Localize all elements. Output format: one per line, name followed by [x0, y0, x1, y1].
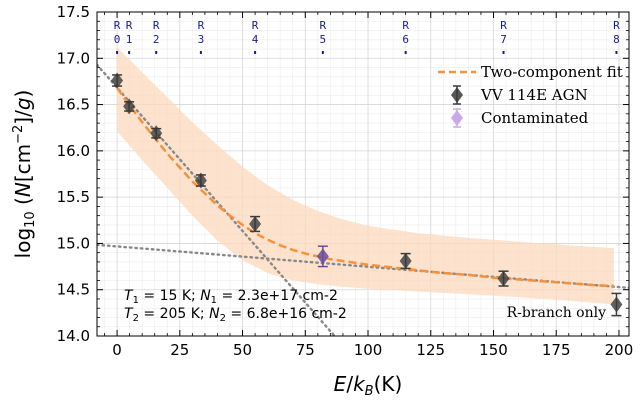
x-tick-label: 100	[354, 341, 383, 359]
legend: Two-component fit VV 114E AGN Contaminat…	[438, 63, 623, 128]
y-tick-label: 17.5	[57, 3, 90, 21]
r-label-index: 0	[114, 33, 121, 46]
plot-frame	[96, 11, 630, 337]
r-label: R4	[252, 19, 259, 54]
point-marker	[610, 296, 623, 313]
point-marker	[497, 270, 510, 287]
r-label-index: 2	[153, 33, 160, 46]
x-tick-label: 175	[542, 341, 571, 359]
r-label-index: 3	[198, 33, 205, 46]
r-label-tick	[502, 51, 505, 54]
r-label-tick	[321, 51, 324, 54]
legend-contaminated-label: Contaminated	[481, 109, 589, 127]
point-marker	[194, 172, 207, 189]
data-point-agn	[123, 98, 136, 115]
r-label-index: 4	[252, 33, 259, 46]
point-marker	[316, 248, 329, 265]
r-label: R6	[402, 19, 409, 54]
r-label: R3	[198, 19, 205, 54]
annotation-component-1: T1 = 15 K; N1 = 2.3e+17 cm-2	[124, 288, 338, 306]
r-label-index: 7	[500, 33, 507, 46]
r-label-tick	[404, 51, 407, 54]
data-point-agn	[150, 125, 163, 142]
x-tick-label: 75	[296, 341, 315, 359]
r-label-letter: R	[252, 19, 259, 32]
point-marker	[249, 215, 262, 232]
r-label: R1	[126, 19, 133, 54]
r-label-letter: R	[402, 19, 409, 32]
x-tick-label: 150	[479, 341, 508, 359]
point-marker	[150, 125, 163, 142]
y-tick-label: 15.0	[57, 234, 90, 252]
legend-agn-swatch	[451, 85, 463, 105]
r-label-letter: R	[153, 19, 160, 32]
data-point-agn	[610, 292, 623, 317]
y-axis-title: log10 (N[cm−2]/g)	[11, 90, 38, 259]
r-label-index: 1	[126, 33, 133, 46]
point-marker	[111, 72, 124, 89]
r-label: R5	[320, 19, 327, 54]
x-axis-title: E/kB(K)	[334, 372, 403, 399]
y-tick-label: 14.5	[57, 281, 90, 299]
data-point-agn	[194, 172, 207, 189]
r-label: R0	[114, 19, 121, 54]
data-point-contaminated	[316, 245, 329, 268]
r-label-tick	[254, 51, 257, 54]
component-line-cold	[97, 63, 337, 336]
data-point-agn	[111, 72, 124, 89]
point-marker	[123, 98, 136, 115]
r-label-letter: R	[613, 19, 620, 32]
y-tick-label: 16.0	[57, 142, 90, 160]
r-label-letter: R	[500, 19, 507, 32]
uncertainty-band-layer	[117, 47, 614, 305]
fit-curve	[116, 87, 614, 288]
y-tick-label: 16.5	[57, 96, 90, 114]
fit-layer	[116, 87, 614, 288]
r-label-letter: R	[198, 19, 205, 32]
x-tick-label: 50	[233, 341, 252, 359]
y-tick-label: 14.0	[57, 327, 90, 345]
axis-ticks-layer: 0 25 50 75 100 125 150 175 20014.014.515.015.516…	[57, 3, 634, 359]
point-marker	[399, 253, 412, 270]
r-label: R2	[153, 19, 160, 54]
r-label-tick	[199, 51, 202, 54]
x-tick-label: 0	[112, 341, 122, 359]
r-label-letter: R	[114, 19, 121, 32]
annotation-r-branch-only: R-branch only	[507, 305, 607, 321]
r-label: R7	[500, 19, 507, 54]
r-label-index: 8	[613, 33, 620, 46]
r-label-index: 5	[320, 33, 327, 46]
r-label: R8	[613, 19, 620, 54]
r-label-tick	[615, 51, 618, 54]
legend-contaminated-swatch	[451, 108, 463, 128]
x-tick-label: 125	[416, 341, 445, 359]
r-label-tick	[116, 51, 119, 54]
annotation-component-2: T2 = 205 K; N2 = 6.8e+16 cm-2	[124, 306, 347, 324]
legend-agn-label: VV 114E AGN	[480, 86, 588, 104]
uncertainty-band	[117, 47, 614, 305]
r-label-letter: R	[320, 19, 327, 32]
data-point-agn	[249, 215, 262, 233]
r-label-index: 6	[402, 33, 409, 46]
y-tick-label: 15.5	[57, 188, 90, 206]
data-points-layer	[111, 72, 623, 317]
r-label-tick	[128, 51, 131, 54]
r-label-tick	[155, 51, 158, 54]
x-tick-label: 200	[605, 341, 634, 359]
legend-fit-label: Two-component fit	[481, 63, 623, 81]
data-point-agn	[497, 270, 510, 287]
r-label-letter: R	[126, 19, 133, 32]
y-tick-label: 17.0	[57, 49, 90, 67]
data-point-agn	[399, 252, 412, 270]
x-tick-label: 25	[170, 341, 189, 359]
